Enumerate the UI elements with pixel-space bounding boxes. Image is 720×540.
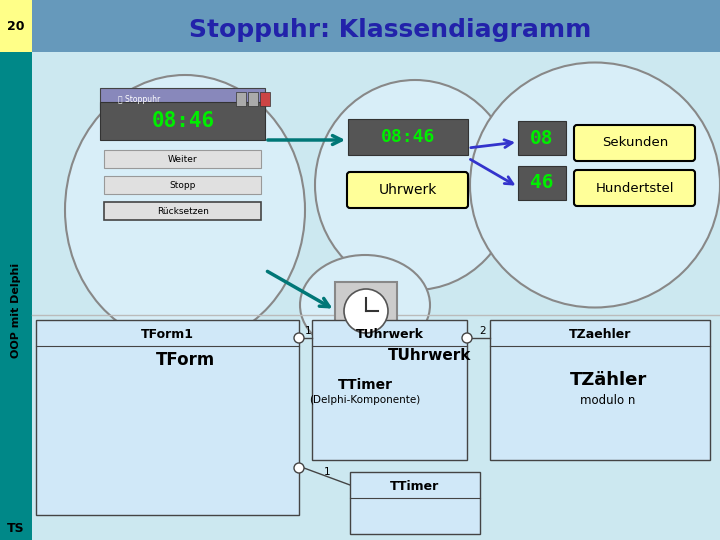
Bar bbox=[32, 0, 720, 52]
Text: TZähler: TZähler bbox=[570, 371, 647, 389]
Text: (Delphi-Komponente): (Delphi-Komponente) bbox=[310, 395, 420, 405]
Text: modulo n: modulo n bbox=[580, 394, 636, 407]
Ellipse shape bbox=[300, 255, 430, 355]
Circle shape bbox=[462, 333, 472, 343]
Bar bbox=[518, 166, 566, 200]
Text: 46: 46 bbox=[530, 173, 554, 192]
Text: 1: 1 bbox=[305, 326, 311, 336]
Text: 2: 2 bbox=[480, 326, 486, 336]
Text: Uhrwerk: Uhrwerk bbox=[379, 183, 437, 197]
Text: Hundertstel: Hundertstel bbox=[595, 181, 674, 194]
Text: OOP mit Delphi: OOP mit Delphi bbox=[11, 262, 21, 357]
Bar bbox=[100, 88, 265, 110]
Text: 20: 20 bbox=[7, 19, 24, 32]
Bar bbox=[104, 202, 261, 220]
Text: TZaehler: TZaehler bbox=[569, 327, 631, 341]
Bar bbox=[490, 320, 710, 460]
Text: Rücksetzen: Rücksetzen bbox=[157, 206, 209, 215]
Bar bbox=[312, 320, 467, 460]
Text: Stopp: Stopp bbox=[170, 180, 196, 190]
Ellipse shape bbox=[65, 75, 305, 345]
Bar bbox=[236, 92, 246, 106]
Bar bbox=[0, 0, 32, 52]
Ellipse shape bbox=[470, 63, 720, 307]
Ellipse shape bbox=[315, 80, 515, 290]
Text: 08:46: 08:46 bbox=[381, 128, 435, 146]
Text: Stoppuhr: Klassendiagramm: Stoppuhr: Klassendiagramm bbox=[189, 18, 591, 42]
Text: Sekunden: Sekunden bbox=[602, 137, 668, 150]
Bar bbox=[348, 119, 468, 155]
FancyBboxPatch shape bbox=[574, 125, 695, 161]
Bar bbox=[260, 92, 270, 106]
Text: TTimer: TTimer bbox=[338, 378, 392, 392]
Text: Weiter: Weiter bbox=[168, 154, 198, 164]
Text: TTimer: TTimer bbox=[390, 480, 440, 492]
Text: TS: TS bbox=[7, 522, 24, 535]
Text: 08:46: 08:46 bbox=[151, 111, 215, 131]
Text: 🖥 Stoppuhr: 🖥 Stoppuhr bbox=[118, 94, 161, 104]
Circle shape bbox=[344, 289, 388, 333]
Circle shape bbox=[294, 463, 304, 473]
Circle shape bbox=[294, 333, 304, 343]
FancyBboxPatch shape bbox=[574, 170, 695, 206]
Text: TUhrwerk: TUhrwerk bbox=[388, 348, 472, 362]
FancyBboxPatch shape bbox=[347, 172, 468, 208]
Bar bbox=[100, 102, 265, 140]
Bar bbox=[104, 150, 261, 168]
Text: 1: 1 bbox=[324, 467, 330, 477]
Text: TForm1: TForm1 bbox=[141, 327, 194, 341]
Bar bbox=[350, 472, 480, 534]
Text: 08: 08 bbox=[530, 129, 554, 147]
Bar bbox=[335, 282, 397, 340]
Text: TUhrwerk: TUhrwerk bbox=[356, 327, 423, 341]
Bar bbox=[36, 320, 299, 515]
Bar bbox=[518, 121, 566, 155]
Text: TForm: TForm bbox=[156, 351, 215, 369]
Bar bbox=[0, 0, 32, 540]
Bar bbox=[248, 92, 258, 106]
Bar bbox=[104, 176, 261, 194]
